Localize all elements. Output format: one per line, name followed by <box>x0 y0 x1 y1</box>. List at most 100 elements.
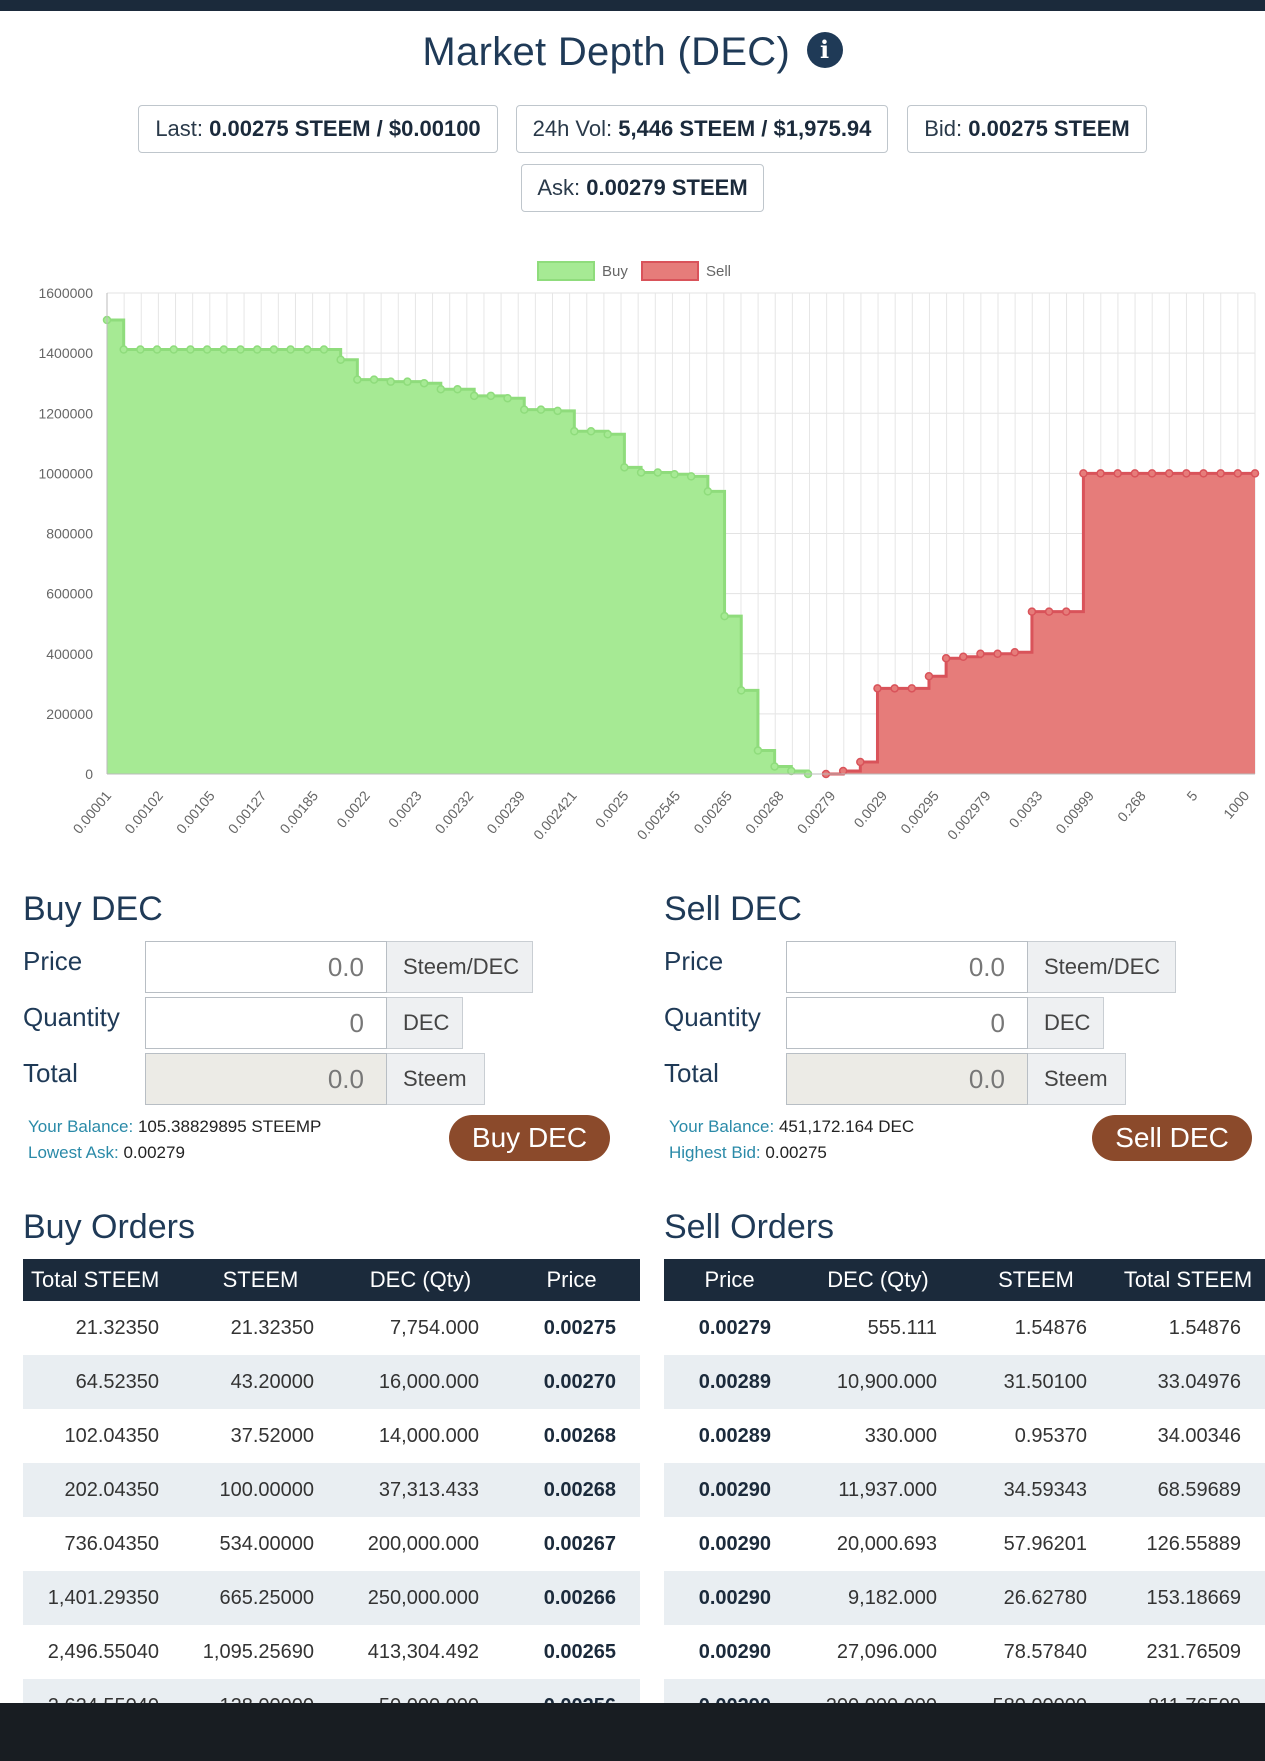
sell-price-label: Price <box>664 946 724 976</box>
order-cell: 0.00290 <box>698 1532 771 1555</box>
order-row[interactable]: 0.00290 20,000.693 57.96201 126.55889 <box>664 1517 1265 1571</box>
order-cell: 34.59343 <box>961 1463 1111 1517</box>
order-row[interactable]: 202.04350 100.00000 37,313.433 0.00268 <box>23 1463 640 1517</box>
order-cell: 64.52350 <box>23 1355 183 1409</box>
sell-series-point <box>1027 607 1037 616</box>
column-header[interactable]: DEC (Qty) <box>795 1259 961 1301</box>
sell-total-input[interactable]: 0.0 <box>786 1053 1028 1105</box>
x-tick-label: 0.00279 <box>794 787 839 836</box>
buy-series-point <box>787 766 796 776</box>
order-cell: 200,000.000 <box>367 1532 479 1555</box>
buy-series-point <box>453 384 462 394</box>
buy-series-point <box>720 611 729 621</box>
buy-qty-input[interactable]: 0 <box>145 997 387 1049</box>
order-cell: 0.00290 <box>664 1571 795 1625</box>
buy-series-point <box>202 345 212 354</box>
buy-series-point <box>553 406 562 416</box>
sell-balance-value[interactable]: 451,172.164 DEC <box>778 1117 915 1136</box>
buy-price-unit: Steem/DEC <box>387 941 533 993</box>
order-cell: 33.04976 <box>1111 1355 1265 1409</box>
y-tick-label: 600000 <box>46 586 93 602</box>
order-cell: 534.00000 <box>219 1532 314 1555</box>
sell-series-point <box>1182 469 1191 478</box>
order-cell: 21.32350 <box>230 1316 314 1339</box>
bid-value: 0.00275 STEEM <box>968 116 1130 141</box>
order-cell: 43.20000 <box>183 1355 338 1409</box>
x-tick-label: 0.0033 <box>1006 787 1046 830</box>
order-cell: 7,754.000 <box>390 1316 479 1339</box>
buy-price-label: Price <box>23 946 83 976</box>
order-cell: 250,000.000 <box>338 1571 503 1625</box>
buy-dec-button[interactable]: Buy DEC <box>449 1115 610 1161</box>
sell-series-point <box>1216 469 1225 478</box>
y-tick-label: 400000 <box>46 646 93 662</box>
legend-sell-swatch <box>641 261 699 281</box>
buy-series-point <box>186 345 195 354</box>
column-header[interactable]: STEEM <box>183 1259 338 1301</box>
column-header[interactable]: Total STEEM <box>23 1259 183 1301</box>
legend-buy-label: Buy <box>602 263 628 280</box>
order-cell: 37,313.433 <box>338 1463 503 1517</box>
lowest-ask-value[interactable]: 0.00279 <box>123 1143 185 1162</box>
order-cell: 811.76509 <box>1111 1679 1265 1703</box>
order-row[interactable]: 64.52350 43.20000 16,000.000 0.00270 <box>23 1355 640 1409</box>
sell-series-point <box>1096 469 1105 478</box>
order-cell: 31.50100 <box>961 1355 1111 1409</box>
legend-sell-label: Sell <box>706 263 731 280</box>
sell-series-point <box>873 684 882 693</box>
y-tick-label: 200000 <box>46 706 93 722</box>
order-row[interactable]: 2,496.55040 1,095.25690 413,304.492 0.00265 <box>23 1625 640 1679</box>
order-row[interactable]: 0.00290 9,182.000 26.62780 153.18669 <box>664 1571 1265 1625</box>
sell-dec-button[interactable]: Sell DEC <box>1092 1115 1252 1161</box>
order-row[interactable]: 21.32350 21.32350 7,754.000 0.00275 <box>23 1301 640 1355</box>
x-tick-label: 5 <box>1183 787 1200 803</box>
buy-total-input[interactable]: 0.0 <box>145 1053 387 1105</box>
buy-price-input[interactable]: 0.0 <box>145 941 387 993</box>
buy-series-point <box>219 345 229 354</box>
buy-series-point <box>436 384 446 394</box>
volume-value: 5,446 STEEM / $1,975.94 <box>618 116 872 141</box>
legend-buy-swatch <box>537 261 595 281</box>
buy-series-point <box>369 375 379 384</box>
order-row[interactable]: 0.00290200,000.000580.00000811.76509 <box>664 1679 1265 1703</box>
column-header[interactable]: STEEM <box>961 1259 1111 1301</box>
order-row[interactable]: 0.00289 10,900.000 31.50100 33.04976 <box>664 1355 1265 1409</box>
order-row[interactable]: 1,401.29350 665.25000 250,000.000 0.00266 <box>23 1571 640 1625</box>
order-row[interactable]: 0.00279 555.111 1.54876 1.54876 <box>664 1301 1265 1355</box>
order-cell: 330.000 <box>864 1424 937 1447</box>
order-cell: 14,000.000 <box>378 1424 479 1447</box>
buy-series-point <box>620 463 629 472</box>
order-cell: 0.00256 <box>503 1679 640 1703</box>
order-cell: 57.96201 <box>1003 1532 1087 1555</box>
order-cell: 0.00268 <box>543 1424 616 1447</box>
buy-balance-value[interactable]: 105.38829895 STEEMP <box>137 1117 322 1136</box>
order-row[interactable]: 736.04350 534.00000 200,000.000 0.00267 <box>23 1517 640 1571</box>
column-header[interactable]: Total STEEM <box>1111 1259 1265 1301</box>
buy-series-point <box>386 377 395 386</box>
order-row[interactable]: 0.00290 11,937.000 34.59343 68.59689 <box>664 1463 1265 1517</box>
highest-bid-value[interactable]: 0.00275 <box>765 1143 827 1162</box>
buy-form-heading: Buy DEC <box>23 890 163 928</box>
sell-qty-label: Quantity <box>664 1002 761 1032</box>
sell-qty-input[interactable]: 0 <box>786 997 1028 1049</box>
info-icon[interactable]: i <box>806 31 843 68</box>
order-row[interactable]: 102.04350 37.52000 14,000.000 0.00268 <box>23 1409 640 1463</box>
column-header[interactable]: DEC (Qty) <box>338 1259 503 1301</box>
order-row[interactable]: 0.00289 330.000 0.95370 34.00346 <box>664 1409 1265 1463</box>
order-cell: 50,000.000 <box>338 1679 503 1703</box>
column-header[interactable]: Price <box>503 1259 640 1301</box>
buy-orders-table: Total STEEM STEEM DEC (Qty) Price 21.32350 2… <box>23 1259 640 1703</box>
buy-series-point <box>236 345 245 354</box>
buy-series-point <box>469 391 479 401</box>
order-row[interactable]: 2,624.55040128.0000050,000.0000.00256 <box>23 1679 640 1703</box>
column-header[interactable]: Price <box>664 1259 795 1301</box>
sell-series-point <box>941 654 951 663</box>
sell-series-point <box>1199 469 1208 478</box>
sell-series-point <box>1044 607 1054 616</box>
buy-series-point <box>269 345 279 354</box>
order-cell: 37.52000 <box>230 1424 314 1447</box>
sell-price-input[interactable]: 0.0 <box>786 941 1028 993</box>
order-cell: 1,095.25690 <box>202 1640 314 1663</box>
order-row[interactable]: 0.00290 27,096.000 78.57840 231.76509 <box>664 1625 1265 1679</box>
ask-box: Ask: 0.00279 STEEM <box>521 164 764 212</box>
